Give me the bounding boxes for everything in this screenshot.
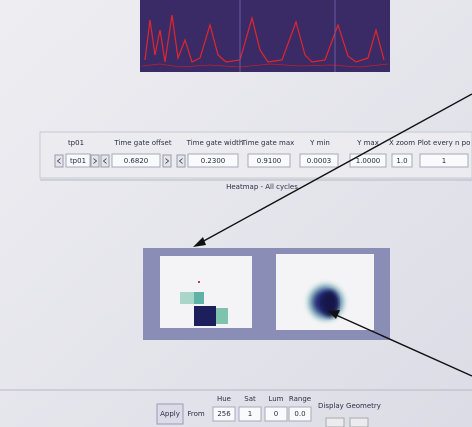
color-value[interactable]: 0.0: [294, 410, 305, 418]
column-header: Lum: [268, 395, 283, 403]
control-value[interactable]: 1: [442, 157, 446, 165]
step-button[interactable]: [55, 155, 63, 167]
column-header: Hue: [217, 395, 231, 403]
control-label: Time gate width: [186, 139, 244, 147]
control-label: Plot every n po: [418, 139, 471, 147]
control-label: Y min: [309, 139, 330, 147]
heatmap-panel: [143, 248, 390, 340]
waveform-plot: [140, 0, 390, 72]
control-label: Y max: [356, 139, 379, 147]
control-label: X zoom: [389, 139, 415, 147]
control-label: tp01: [68, 139, 84, 147]
step-button[interactable]: [163, 155, 171, 167]
apply-label[interactable]: Apply: [160, 410, 180, 418]
step-button[interactable]: [177, 155, 185, 167]
heatmap-title: Heatmap - All cycles: [226, 183, 298, 191]
column-header: Range: [289, 395, 311, 403]
control-label: Time gate max: [241, 139, 295, 147]
control-value[interactable]: 0.2300: [201, 157, 226, 165]
control-label: Time gate offset: [113, 139, 171, 147]
control-value[interactable]: 1.0000: [356, 157, 381, 165]
display-geometry-label: Display Geometry: [318, 402, 381, 410]
screen: tp01 tp01 Time gate offset 0.6820 Time gate …: [0, 0, 472, 427]
color-value[interactable]: 0: [274, 410, 278, 418]
geometry-button[interactable]: [326, 418, 344, 427]
control-value[interactable]: tp01: [70, 157, 86, 165]
control-value[interactable]: 0.0003: [307, 157, 332, 165]
row-label: From: [187, 410, 205, 418]
color-value[interactable]: 256: [217, 410, 231, 418]
step-button[interactable]: [91, 155, 99, 167]
column-header: Sat: [244, 395, 256, 403]
control-value[interactable]: 0.6820: [124, 157, 149, 165]
control-value[interactable]: 0.9100: [257, 157, 282, 165]
color-value[interactable]: 1: [248, 410, 252, 418]
control-value[interactable]: 1.0: [396, 157, 407, 165]
geometry-button[interactable]: [350, 418, 368, 427]
step-button[interactable]: [101, 155, 109, 167]
